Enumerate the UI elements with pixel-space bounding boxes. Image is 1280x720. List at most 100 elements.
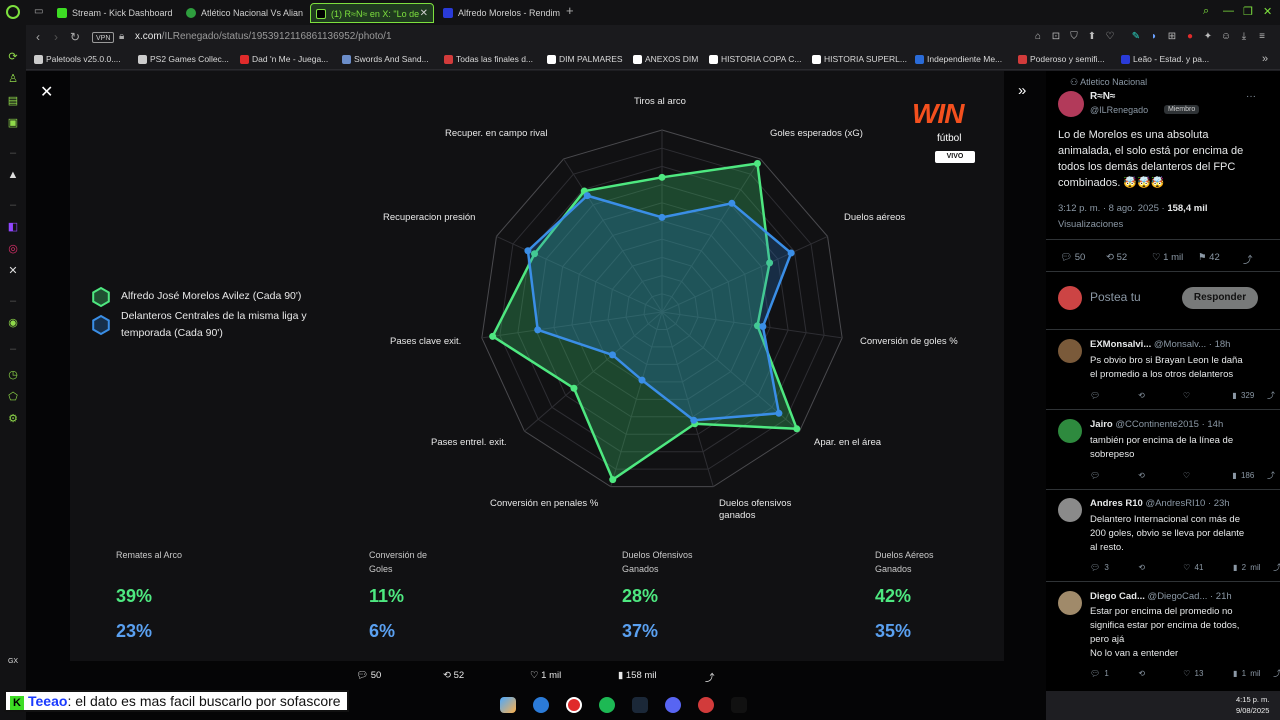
spotify-icon[interactable] (599, 697, 615, 713)
audio-icon[interactable]: ◗ (1150, 31, 1158, 42)
opera-icon[interactable] (566, 697, 582, 713)
radar-grid-ring (607, 256, 717, 365)
extensions-icon[interactable]: ⬠ (8, 391, 18, 403)
vpn-badge[interactable]: VPN (92, 32, 115, 43)
tab-x-post[interactable]: (1) R≈N≈ en X: "Lo de ✕ (310, 3, 434, 23)
opera-gx-logo-icon[interactable] (6, 5, 20, 19)
bookmarks-bar: Paletools v25.0.0.... PS2 Games Collec..… (26, 50, 1280, 70)
history-icon[interactable]: ◷ (8, 369, 18, 381)
bookmark-item[interactable]: PS2 Games Collec... (138, 54, 229, 64)
aria-icon[interactable]: ▲ (7, 169, 19, 181)
tab-morelos-stats[interactable]: Alfredo Morelos - Rendim (438, 3, 563, 23)
bookmark-item[interactable]: HISTORIA SUPERL... (812, 54, 907, 64)
viewer-reply-button[interactable]: 💬︎ 50 (356, 670, 382, 681)
avatar[interactable] (1058, 339, 1082, 363)
bookmark-item[interactable]: Swords And Sand... (342, 54, 429, 64)
avatar[interactable] (1058, 498, 1082, 522)
extension-icon[interactable]: ⊞ (1167, 31, 1177, 42)
viewer-like-button[interactable]: ♡ 1 mil (530, 670, 562, 681)
menu-icon[interactable]: ≡ (1259, 31, 1265, 42)
bookmark-item[interactable]: Todas las finales d... (444, 54, 533, 64)
pin-icon[interactable]: ⌂ (1034, 31, 1042, 42)
viewer-repost-button[interactable]: ⟲ 52 (443, 670, 465, 681)
more-options-icon[interactable]: ··· (1246, 91, 1256, 102)
bookmark-item[interactable]: Independiente Me... (915, 54, 1002, 64)
bookmarks-overflow-icon[interactable]: » (1262, 53, 1269, 65)
like-action[interactable]: ♡ 1 mil (1152, 252, 1184, 263)
back-icon[interactable]: ‹ (36, 30, 40, 44)
gx-mod-icon[interactable]: ▣ (7, 117, 19, 129)
record-icon[interactable]: ● (1186, 31, 1194, 42)
post-author[interactable]: R≈N≈ (1090, 91, 1116, 102)
tab-kick-dashboard[interactable]: Stream - Kick Dashboard (52, 3, 177, 23)
stat-value-average: 35% (875, 621, 912, 641)
reply-actions[interactable]: 💬︎ ⟲ ♡ ▮ 186 ⤴ (1090, 471, 1275, 480)
app-icon[interactable] (698, 697, 714, 713)
workspaces-icon[interactable]: ▭ (34, 6, 44, 17)
gx-cleaner-icon[interactable]: ♙ (8, 73, 18, 85)
community-icon: ⚇ (1070, 77, 1079, 87)
discord-icon[interactable] (665, 697, 681, 713)
download-icon[interactable]: ⤓ (1241, 31, 1247, 42)
copilot-icon[interactable] (500, 697, 516, 713)
tab-nacional-match[interactable]: Atlético Nacional Vs Alian (181, 3, 306, 23)
steam-icon[interactable] (632, 697, 648, 713)
close-window-icon[interactable]: ✕ (1263, 6, 1273, 18)
instagram-icon[interactable]: ◎ (8, 243, 18, 255)
shield-icon[interactable]: ⛉ (1070, 31, 1078, 42)
community-label[interactable]: ⚇ Atletico Nacional (1070, 77, 1148, 87)
reply-input[interactable]: Postea tu (1090, 290, 1141, 304)
radar-grid-ring (625, 275, 699, 348)
heart-icon[interactable]: ♡ (1105, 31, 1115, 42)
bookmark-item[interactable]: Poderoso y semifi... (1018, 54, 1105, 64)
post-handle[interactable]: @ILRenegado (1090, 105, 1149, 115)
url-field[interactable]: x.com/ILRenegado/status/1953912116861136… (135, 31, 392, 42)
stat-value-average: 37% (622, 621, 659, 641)
extensions-puzzle-icon[interactable]: ✦ (1203, 31, 1213, 42)
radar-spoke (610, 311, 663, 487)
avatar[interactable] (1058, 91, 1084, 117)
viewer-views-button[interactable]: ▮ 158 mil (618, 670, 657, 681)
translate-icon[interactable]: ✎ (1131, 31, 1141, 42)
viewer-share-button[interactable]: ⤴ (705, 670, 715, 684)
repost-action[interactable]: ⟲ 52 (1106, 252, 1128, 263)
bookmark-item[interactable]: HISTORIA COPA C... (709, 54, 801, 64)
reload-icon[interactable]: ↻ (70, 30, 81, 44)
gx-control-icon[interactable]: ⟳ (8, 51, 18, 63)
minimize-icon[interactable]: — (1223, 5, 1234, 17)
reply-action[interactable]: 💬︎ 50 (1060, 252, 1086, 263)
profile-icon[interactable]: ☺ (1220, 31, 1232, 42)
reply-actions[interactable]: 💬︎ 3 ⟲ ♡ 41 ▮ 2 mil ⤴ (1090, 563, 1280, 572)
tiktok-icon[interactable] (731, 697, 747, 713)
twitch-icon[interactable]: ◧ (7, 221, 19, 233)
reply-button[interactable]: Responder (1182, 287, 1258, 309)
close-tab-icon[interactable]: ✕ (419, 8, 428, 19)
avatar[interactable] (1058, 591, 1082, 615)
share-icon[interactable]: ⤴ (1243, 255, 1253, 266)
reply-actions[interactable]: 💬︎ ⟲ ♡ ▮ 329 ⤴ (1090, 391, 1275, 400)
reply-actions[interactable]: 💬︎ 1 ⟲ ♡ 13 ▮ 1 mil ⤴ (1090, 669, 1280, 678)
settings-icon[interactable]: ⚙ (8, 413, 18, 425)
bookmark-item[interactable]: DIM PALMARES (547, 54, 623, 64)
gx-corner-icon[interactable]: ▤ (7, 95, 19, 107)
lock-icon[interactable]: 🔒︎ (119, 31, 125, 42)
bookmark-item[interactable]: Dad 'n Me - Juega... (240, 54, 328, 64)
search-icon[interactable]: ⌕ (1203, 5, 1210, 17)
bookmark-item[interactable]: Paletools v25.0.0.... (34, 54, 121, 64)
forward-icon[interactable]: › (54, 30, 58, 44)
expand-panel-icon[interactable]: » (1018, 82, 1027, 99)
new-tab-button[interactable]: + (566, 3, 574, 18)
bookmark-action[interactable]: ⚑ 42 (1198, 252, 1220, 263)
x-icon[interactable]: ✕ (8, 265, 18, 277)
bookmark-item[interactable]: Leão - Estad. y pa... (1121, 54, 1209, 64)
taskbar-clock[interactable]: 4:15 p. m. 9/08/2025 (1236, 695, 1270, 715)
maximize-icon[interactable]: ❐ (1243, 6, 1253, 18)
radar-point-average (728, 199, 736, 207)
player-icon[interactable]: ◉ (8, 317, 18, 329)
edge-icon[interactable] (533, 697, 549, 713)
close-viewer-icon[interactable]: ✕ (40, 84, 54, 101)
share-icon[interactable]: ⬆ (1087, 31, 1097, 42)
bookmark-item[interactable]: ANEXOS DIM (633, 54, 698, 64)
avatar[interactable] (1058, 419, 1082, 443)
snapshot-icon[interactable]: ⊡ (1051, 31, 1061, 42)
